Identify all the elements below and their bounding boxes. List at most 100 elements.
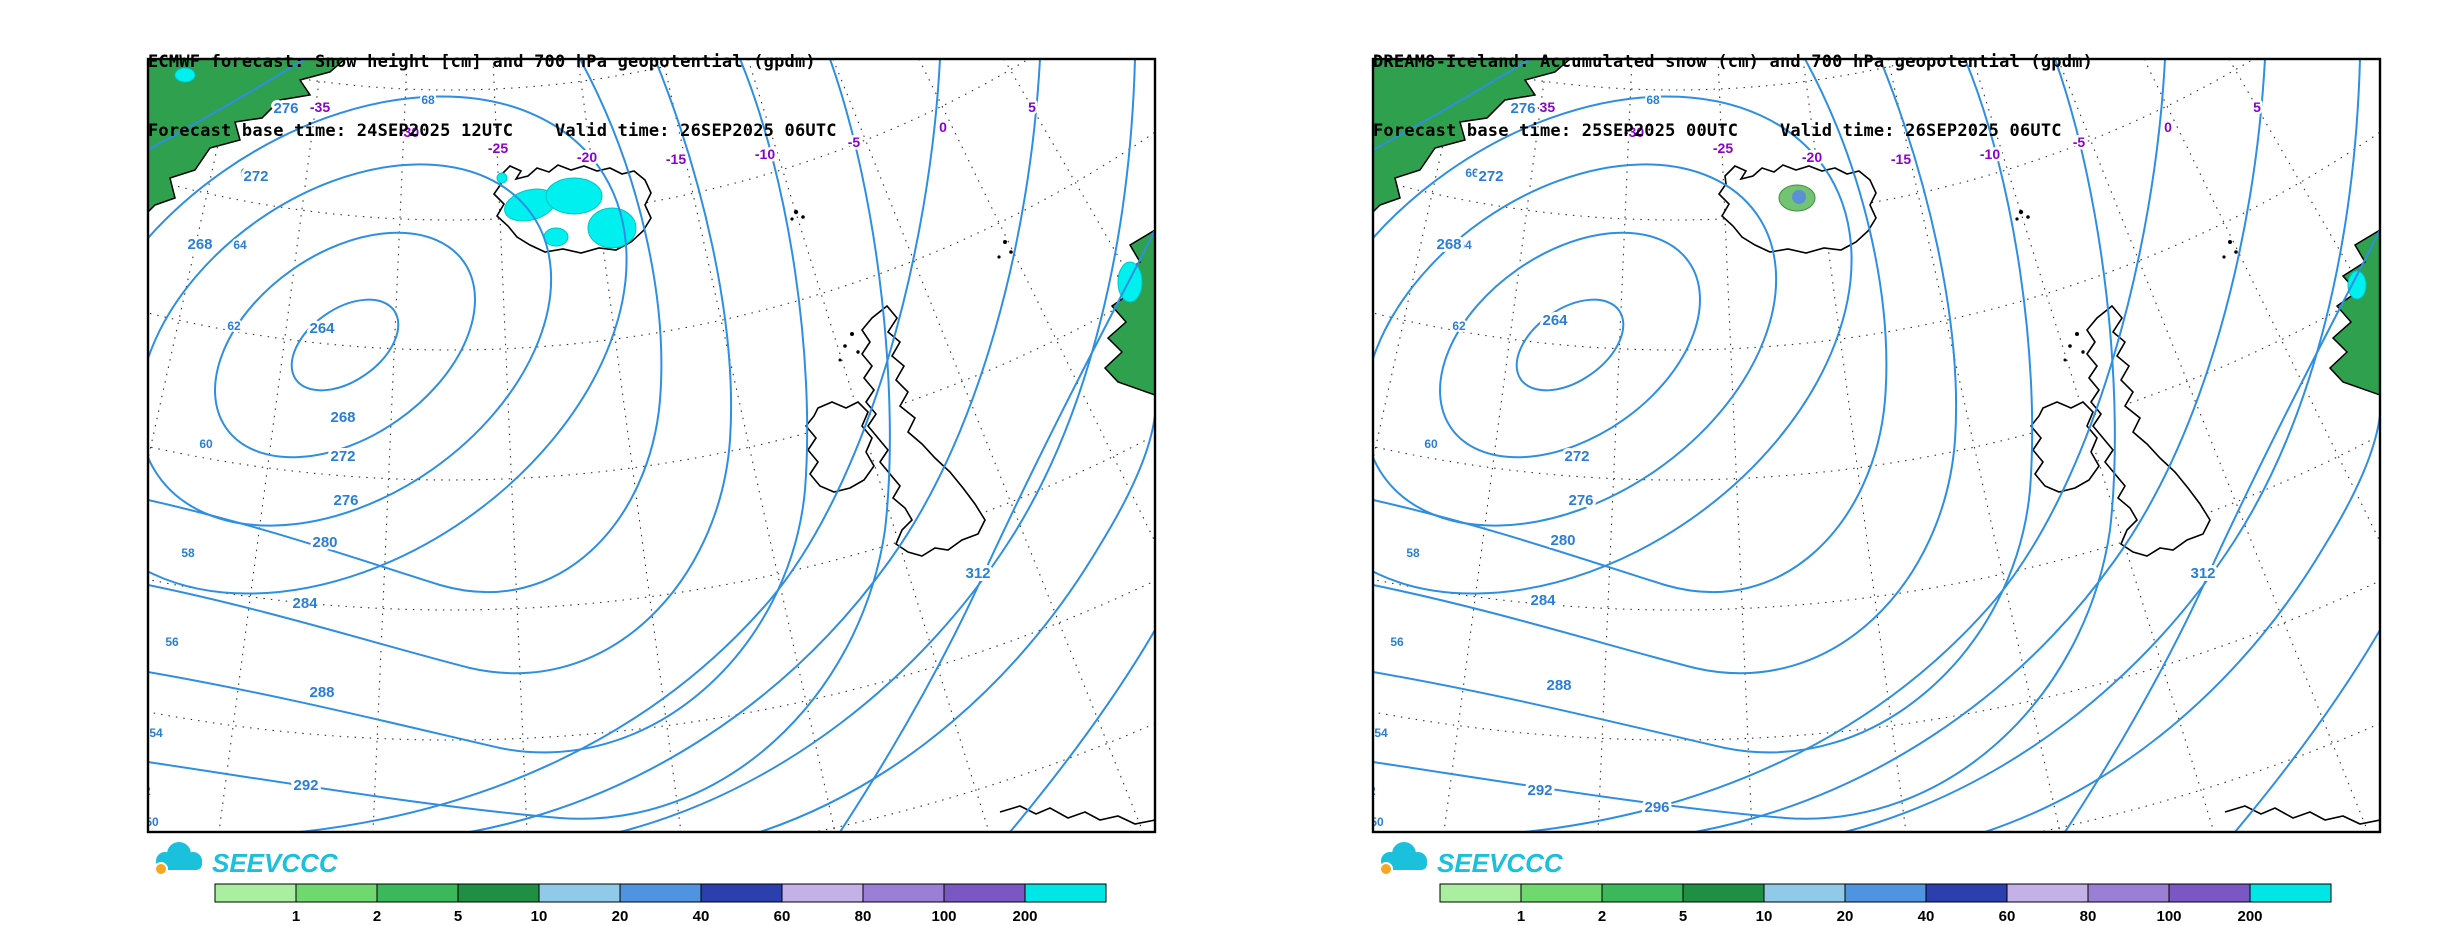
contour-label: 268 <box>187 236 212 253</box>
map-border <box>146 57 1157 834</box>
lon-label: 0 <box>939 119 947 135</box>
contour-label: 276 <box>1510 100 1535 117</box>
contour-label: 280 <box>312 534 337 551</box>
lon-label: 5 <box>2253 99 2261 115</box>
logo-sun-icon <box>154 862 168 876</box>
legend-cell <box>1682 883 1765 903</box>
contour-label: 280 <box>1550 532 1575 549</box>
lat-label: 54 <box>1374 726 1388 740</box>
legend-cell <box>1024 883 1107 903</box>
lat-label: 62 <box>227 319 241 333</box>
contour-label: 272 <box>330 448 355 465</box>
legend-tick-label: 60 <box>774 908 791 925</box>
legend-cell <box>781 883 864 903</box>
contour-label: 284 <box>292 595 318 612</box>
lon-label: -35 <box>310 99 330 115</box>
legend-cell <box>214 883 297 903</box>
legend-cell <box>2006 883 2089 903</box>
logo-cloud-icon <box>156 842 202 870</box>
lon-label: -20 <box>577 149 597 165</box>
contour-label: 268 <box>1436 236 1461 253</box>
lat-label: 52 <box>1362 784 1376 798</box>
contour-label: 276 <box>1568 492 1593 509</box>
contour-label: 272 <box>1564 448 1589 465</box>
legend-cell <box>2087 883 2170 903</box>
logo-text: SEEVCCC <box>212 848 339 878</box>
legend-tick-label: 40 <box>693 908 710 925</box>
seevccc-logo: SEEVCCC <box>154 842 339 878</box>
panel-subtitle: Forecast base time: 25SEP2025 00UTC Vali… <box>1373 121 2062 141</box>
lon-label: 5 <box>1028 99 1036 115</box>
legend-cell <box>1439 883 1522 903</box>
snow-legend: 1 2 5 10 20 40 60 80 100 200 <box>1439 883 2332 925</box>
legend-cell <box>457 883 540 903</box>
panel-title: DREAM8-Iceland: Accumulated snow (cm) an… <box>1373 52 2094 72</box>
legend-cell <box>862 883 945 903</box>
legend-cell <box>943 883 1026 903</box>
legend-cell <box>1925 883 2008 903</box>
contour-label: 272 <box>243 168 268 185</box>
lat-label: 52 <box>137 784 151 798</box>
legend-tick-label: 20 <box>612 908 629 925</box>
lon-label: -15 <box>1891 151 1911 167</box>
accumulated-snow-core <box>1792 190 1806 204</box>
lon-label: -20 <box>1802 149 1822 165</box>
panel-dream8: DREAM8-Iceland: Accumulated snow (cm) an… <box>1225 0 2449 925</box>
legend-tick-label: 100 <box>2156 908 2181 925</box>
lat-label: 66 <box>240 166 254 180</box>
map-border <box>1371 57 2382 834</box>
lat-label: 62 <box>1452 319 1466 333</box>
contour-label: 284 <box>1530 592 1556 609</box>
legend-tick-label: 2 <box>1598 908 1606 925</box>
lat-label: 64 <box>1458 238 1472 252</box>
contour-label: 276 <box>273 100 298 117</box>
legend-cell <box>2249 883 2332 903</box>
lon-label: -30 <box>1624 124 1644 140</box>
norway-snow-shading <box>2347 270 2367 300</box>
contour-label: 288 <box>1546 677 1571 694</box>
panel-ecmwf-titles: ECMWF forecast: Snow height [cm] and 700… <box>148 5 837 189</box>
legend-tick-label: 200 <box>1012 908 1037 925</box>
legend-cell <box>619 883 702 903</box>
legend-cell <box>295 883 378 903</box>
contour-label: 312 <box>965 565 990 582</box>
lon-label: -15 <box>666 151 686 167</box>
lat-label: 60 <box>199 437 213 451</box>
legend-cell <box>2168 883 2251 903</box>
lat-label: 56 <box>165 635 179 649</box>
legend-tick-label: 80 <box>855 908 872 925</box>
snow-height-shading <box>174 67 1143 303</box>
lat-label: 58 <box>181 546 195 560</box>
contour-label: 276 <box>333 492 358 509</box>
legend-tick-label: 1 <box>292 908 300 925</box>
contour-label: 312 <box>2190 565 2215 582</box>
lon-label: -10 <box>755 146 775 162</box>
lon-label: -5 <box>2073 134 2086 150</box>
latitude-labels: 68 66 64 62 60 58 56 54 52 50 <box>1362 91 1662 831</box>
legend-tick-label: 10 <box>531 908 548 925</box>
lat-label: 54 <box>149 726 163 740</box>
latitude-labels: 68 66 64 62 60 58 56 54 52 50 <box>137 91 437 831</box>
legend-tick-label: 80 <box>2080 908 2097 925</box>
contour-label: 264 <box>309 320 335 337</box>
lat-label: 56 <box>1390 635 1404 649</box>
dream8-map: -35 -30 -25 -20 -15 -10 -5 0 5 68 66 64 … <box>1362 57 2382 925</box>
legend-cell <box>538 883 621 903</box>
panel-subtitle: Forecast base time: 24SEP2025 12UTC Vali… <box>148 121 837 141</box>
legend-cell <box>1844 883 1927 903</box>
lat-label: 60 <box>1424 437 1438 451</box>
panel-ecmwf: ECMWF forecast: Snow height [cm] and 700… <box>0 0 1224 925</box>
contour-labels: 276 272 268 264 268 272 276 280 284 288 … <box>184 97 993 797</box>
longitude-labels: -35 -30 -25 -20 -15 -10 -5 0 5 <box>307 97 1038 170</box>
legend-cell <box>1601 883 1684 903</box>
lon-label: -25 <box>488 140 508 156</box>
lon-label: -35 <box>1535 99 1555 115</box>
lon-label: -10 <box>1980 146 2000 162</box>
contour-label: 296 <box>1644 799 1669 816</box>
lat-label: 50 <box>145 815 159 829</box>
legend-tick-label: 100 <box>931 908 956 925</box>
lat-label: 68 <box>421 93 435 107</box>
logo-text: SEEVCCC <box>1437 848 1564 878</box>
seevccc-logo: SEEVCCC <box>1379 842 1564 878</box>
